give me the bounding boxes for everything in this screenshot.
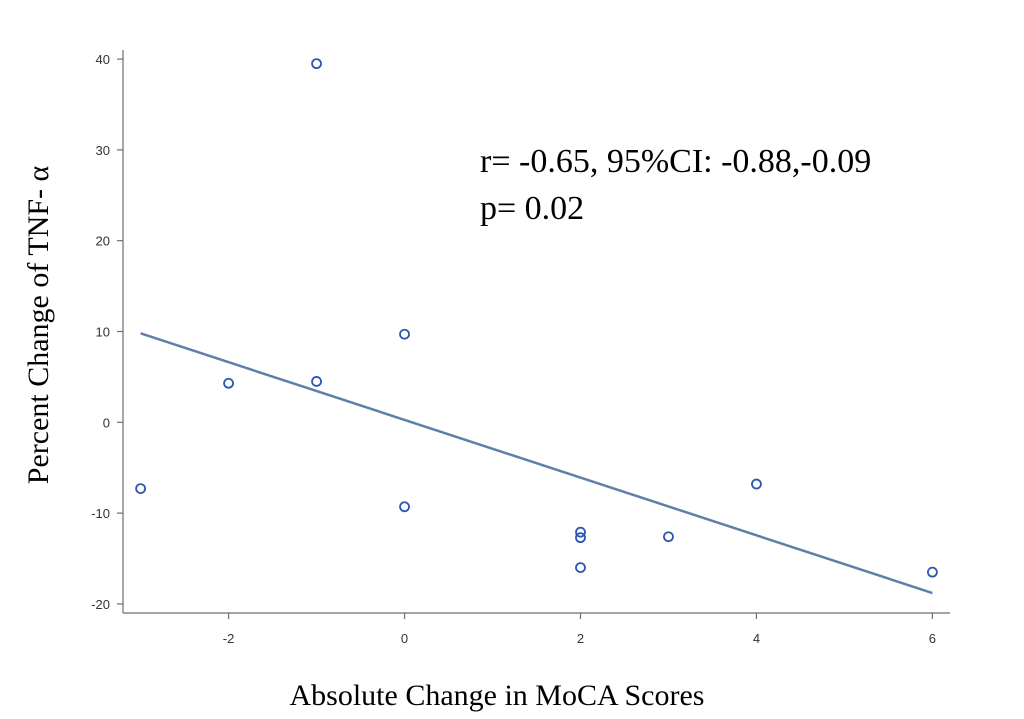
y-tick-label: 10 (96, 325, 110, 340)
y-tick-label: 20 (96, 234, 110, 249)
fit-line-group (140, 332, 933, 595)
y-tick-label: -10 (91, 506, 110, 521)
y-axis-title: Percent Change of TNF- α (22, 166, 55, 485)
y-ticks: -20 -10 0 10 20 30 40 (91, 52, 123, 612)
x-axis-title: Absolute Change in MoCA Scores (290, 679, 705, 712)
data-point (311, 376, 322, 387)
p-value-annotation: p= 0.02 (480, 190, 584, 227)
data-point (311, 58, 322, 70)
x-tick-label: 4 (753, 631, 760, 646)
x-ticks: -2 0 2 4 6 (223, 613, 936, 646)
data-point (927, 566, 938, 578)
data-point (575, 526, 586, 538)
x-tick-label: 6 (929, 631, 936, 646)
x-tick-label: 2 (577, 631, 584, 646)
data-point (663, 531, 674, 543)
data-point (399, 501, 410, 513)
data-point (751, 478, 762, 490)
regression-line (140, 332, 933, 595)
data-points (135, 58, 938, 578)
data-point (399, 328, 410, 340)
axes (122, 50, 950, 614)
data-point (223, 377, 234, 389)
x-tick-label: -2 (223, 631, 235, 646)
y-tick-label: 30 (96, 143, 110, 158)
data-point (575, 532, 586, 544)
data-point (575, 562, 586, 573)
correlation-annotation: r= -0.65, 95%CI: -0.88,-0.09 (480, 143, 871, 180)
y-tick-label: 0 (103, 415, 110, 430)
data-point (135, 483, 146, 494)
y-tick-label: -20 (91, 597, 110, 612)
y-tick-label: 40 (96, 52, 110, 67)
x-tick-label: 0 (401, 631, 408, 646)
